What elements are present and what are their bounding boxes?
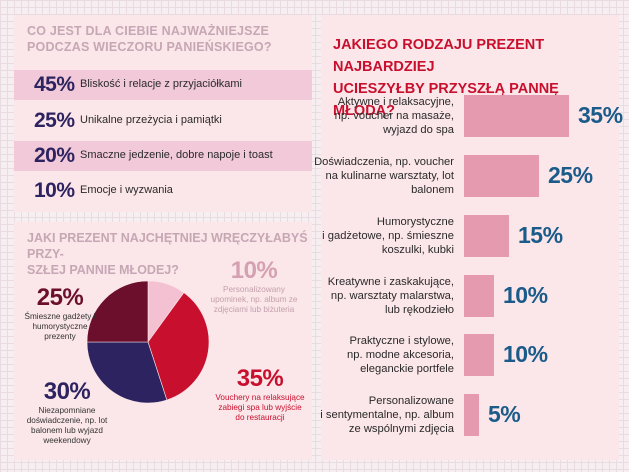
- bar-value-label: 35%: [578, 102, 623, 128]
- title-line: SZŁEJ PANNIE MŁODEJ?: [27, 263, 179, 277]
- row-value: 45%: [34, 73, 75, 96]
- slice-pct: 25%: [36, 284, 84, 311]
- title-line: JAKI PREZENT NAJCHĘTNIEJ WRĘCZYŁABYŚ PRZ…: [27, 231, 308, 261]
- row-label: Unikalne przeżycia i pamiątki: [80, 114, 222, 126]
- question-1-title: CO JEST DLA CIEBIE NAJWAŻNIEJSZE PODCZAS…: [27, 24, 272, 54]
- bar: [464, 95, 569, 137]
- bar-category-label: Personalizowane i sentymentalne, np. albu…: [320, 395, 454, 435]
- slice-label: Niezapomniane doświadczenie, np. lot bal…: [26, 406, 108, 445]
- slice-pct: 35%: [236, 365, 284, 392]
- bar: [464, 394, 479, 436]
- bar: [464, 155, 539, 197]
- row-value: 20%: [34, 144, 75, 167]
- bar-value-label: 25%: [548, 162, 593, 188]
- table-row: 10% Emocje i wyzwania: [14, 176, 312, 206]
- pie-annotation-gadgets: 25% Śmieszne gadżety i humorystyczne pre…: [24, 284, 96, 342]
- bar-category-label: Praktyczne i stylowe, np. modne akcesoria…: [347, 335, 454, 375]
- pie-slice-vouchers: [147, 292, 210, 401]
- question-3-title: JAKIEGO RODZAJU PREZENT NAJBARDZIEJ UCIE…: [333, 34, 603, 122]
- table-row: 20% Smaczne jedzenie, dobre napoje i toa…: [14, 141, 312, 171]
- pie-slice-experience: [86, 341, 168, 404]
- pie-slice-gadgets: [86, 280, 149, 343]
- question-3-panel: JAKIEGO RODZAJU PREZENT NAJBARDZIEJ UCIE…: [314, 15, 623, 460]
- bar-value-label: 10%: [503, 341, 548, 367]
- question-2-panel: JAKI PREZENT NAJCHĘTNIEJ WRĘCZYŁABYŚ PRZ…: [14, 222, 312, 460]
- bar: [464, 275, 494, 317]
- bar-category-label: Kreatywne i zaskakujące, np. warsztaty ma…: [327, 276, 454, 316]
- title-line: JAKIEGO RODZAJU PREZENT NAJBARDZIEJ: [333, 37, 545, 75]
- slice-label: Vouchery na relaksujące zabiegi spa lub …: [215, 393, 305, 422]
- row-label: Bliskość i relacje z przyjaciółkami: [80, 78, 242, 90]
- table-row: 45% Bliskość i relacje z przyjaciółkami: [14, 70, 312, 100]
- bar-category-label: Humorystyczne i gadżetowe, np. śmieszne ko…: [322, 216, 454, 256]
- pie-annotation-experience: 30% Niezapomniane doświadczenie, np. lot…: [18, 378, 116, 446]
- row-value: 25%: [34, 109, 75, 132]
- bar: [464, 215, 509, 257]
- question-1-panel: CO JEST DLA CIEBIE NAJWAŻNIEJSZE PODCZAS…: [14, 15, 312, 212]
- title-line: UCIESZYŁBY PRZYSZŁĄ PANNĘ MŁODĄ?: [333, 81, 559, 119]
- slice-label: Personalizowany upominek, np. album ze z…: [210, 285, 298, 314]
- bar-category-label: Doświadczenia, np. voucher na kulinarne w…: [314, 156, 454, 196]
- pie-annotation-personalized: 10% Personalizowany upominek, np. album …: [204, 257, 304, 315]
- bar: [464, 334, 494, 376]
- pie-chart: [86, 280, 210, 404]
- slice-pct: 10%: [230, 257, 278, 284]
- table-row: 25% Unikalne przeżycia i pamiątki: [14, 106, 312, 136]
- slice-label: Śmieszne gadżety i humorystyczne prezent…: [24, 312, 96, 341]
- bar-value-label: 5%: [488, 401, 521, 427]
- bar-category-label: Aktywne i relaksacyjne, np. voucher na ma…: [334, 96, 454, 136]
- row-label: Emocje i wyzwania: [80, 184, 173, 196]
- row-value: 10%: [34, 179, 75, 202]
- row-label: Smaczne jedzenie, dobre napoje i toast: [80, 149, 273, 161]
- question-2-title: JAKI PREZENT NAJCHĘTNIEJ WRĘCZYŁABYŚ PRZ…: [27, 230, 309, 278]
- bar-value-label: 10%: [503, 282, 548, 308]
- bar-value-label: 15%: [518, 222, 563, 248]
- pie-annotation-vouchers: 35% Vouchery na relaksujące zabiegi spa …: [214, 365, 306, 423]
- slice-pct: 30%: [43, 378, 91, 405]
